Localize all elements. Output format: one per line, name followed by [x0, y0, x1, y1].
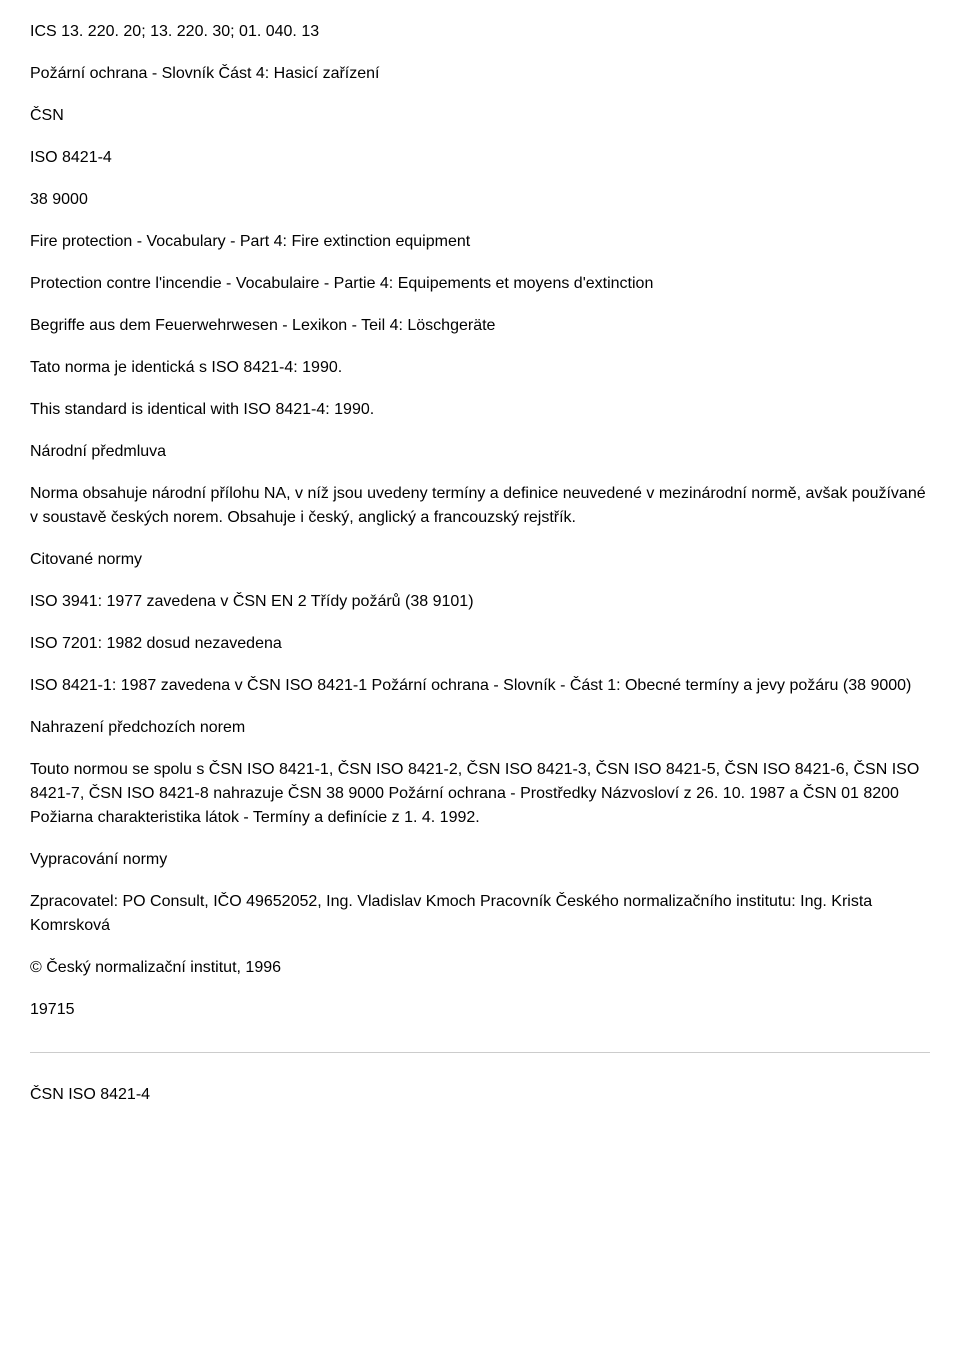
iso-label: ISO 8421-4 [30, 146, 930, 170]
nahrazeni-text: Touto normou se spolu s ČSN ISO 8421-1, … [30, 758, 930, 830]
citation-1: ISO 3941: 1977 zavedena v ČSN EN 2 Třídy… [30, 590, 930, 614]
copyright-text: © Český normalizační institut, 1996 [30, 956, 930, 980]
citation-2: ISO 7201: 1982 dosud nezavedena [30, 632, 930, 656]
csn-label: ČSN [30, 104, 930, 128]
section-citovane-normy: Citované normy [30, 548, 930, 572]
identical-czech: Tato norma je identická s ISO 8421-4: 19… [30, 356, 930, 380]
zpracovatel-text: Zpracovatel: PO Consult, IČO 49652052, I… [30, 890, 930, 938]
section-narodni-predmluva: Národní předmluva [30, 440, 930, 464]
title-french: Protection contre l'incendie - Vocabulai… [30, 272, 930, 296]
narodni-predmluva-text: Norma obsahuje národní přílohu NA, v níž… [30, 482, 930, 530]
document-number: 19715 [30, 998, 930, 1022]
section-vypracovani: Vypracování normy [30, 848, 930, 872]
ics-code: ICS 13. 220. 20; 13. 220. 30; 01. 040. 1… [30, 20, 930, 44]
title-english: Fire protection - Vocabulary - Part 4: F… [30, 230, 930, 254]
section-nahrazeni: Nahrazení předchozích norem [30, 716, 930, 740]
divider [30, 1052, 930, 1053]
citation-3: ISO 8421-1: 1987 zavedena v ČSN ISO 8421… [30, 674, 930, 698]
footer-standard: ČSN ISO 8421-4 [30, 1083, 930, 1107]
classification-code: 38 9000 [30, 188, 930, 212]
identical-english: This standard is identical with ISO 8421… [30, 398, 930, 422]
title-german: Begriffe aus dem Feuerwehrwesen - Lexiko… [30, 314, 930, 338]
title-czech: Požární ochrana - Slovník Část 4: Hasicí… [30, 62, 930, 86]
